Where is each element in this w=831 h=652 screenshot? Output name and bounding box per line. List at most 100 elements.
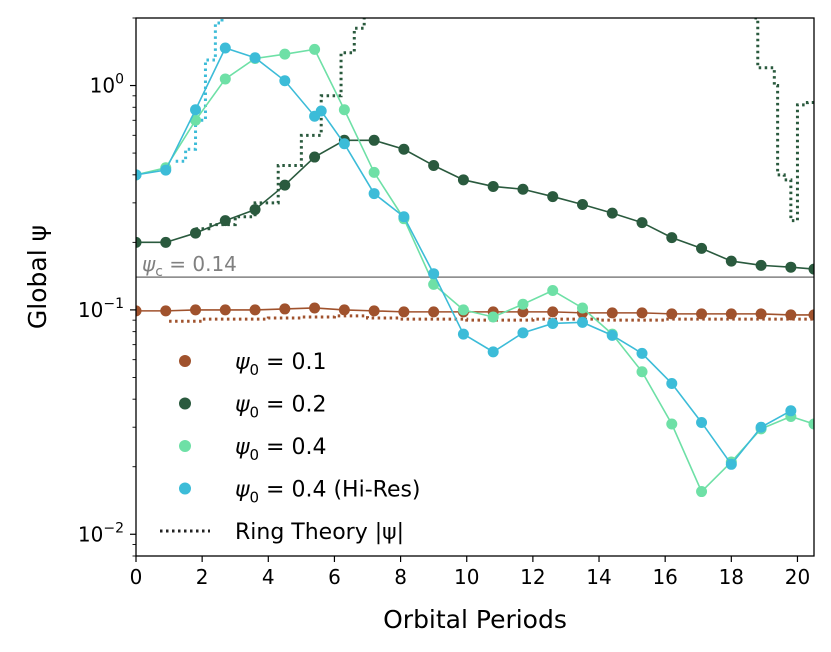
series-1-point	[219, 215, 231, 227]
series-3-point	[398, 211, 410, 223]
series-2-point	[279, 48, 291, 60]
series-0-point	[725, 308, 737, 320]
series-1-point	[309, 151, 321, 163]
axis-layer: 0 2 4 6 8 10 12 14 16 18 20 100 10−1 10−2	[78, 17, 810, 589]
series-2-point	[309, 43, 321, 55]
series-1-point	[136, 236, 142, 248]
series-3-point	[279, 75, 291, 87]
series-3-point	[160, 164, 172, 176]
series-3-point	[696, 416, 708, 428]
series-3-point	[219, 42, 231, 54]
series-3-point	[457, 328, 469, 340]
series-1-point	[755, 259, 767, 271]
series-1-point	[428, 160, 440, 172]
series-1-point	[487, 180, 499, 192]
series-1-point	[576, 198, 588, 210]
series-0-point	[136, 305, 142, 317]
series-0-point	[338, 304, 350, 316]
series-1-point	[606, 207, 618, 219]
series-1-point	[190, 227, 202, 239]
series-3-point	[606, 329, 618, 341]
series-0-point	[696, 308, 708, 320]
series-3-point	[576, 316, 588, 328]
series-0-point	[808, 309, 814, 321]
x-tick-label: 10	[454, 565, 479, 589]
series-3-point	[315, 105, 327, 117]
legend-label-1: ψ0 = 0.2	[235, 393, 326, 422]
series-1-point	[457, 174, 469, 186]
series-0-point	[636, 307, 648, 319]
legend-marker-2	[179, 440, 191, 452]
series-2-point	[338, 104, 350, 116]
series-1-point	[725, 255, 737, 267]
legend: ψ0 = 0.1 ψ0 = 0.2 ψ0 = 0.4 ψ0 = 0.4 (Hi-Res…	[160, 350, 421, 545]
series-3-point	[428, 268, 440, 280]
legend-label-2: ψ0 = 0.4	[235, 435, 326, 464]
series-3-point	[666, 377, 678, 389]
series-3-point	[547, 317, 559, 329]
series-0-point	[190, 304, 202, 316]
series-2-point	[696, 486, 708, 498]
series-1-point	[160, 236, 172, 248]
series-2-point	[428, 278, 440, 290]
series-3-point	[725, 458, 737, 470]
series-2-point	[487, 311, 499, 323]
series-1-point	[666, 232, 678, 244]
series-0-point	[755, 308, 767, 320]
series-0-point	[219, 304, 231, 316]
series-3-point	[636, 347, 648, 359]
x-tick-label: 20	[785, 565, 810, 589]
ring-theory-curve-3	[175, 18, 224, 163]
legend-marker-1	[179, 397, 191, 410]
series-2-point	[547, 285, 559, 297]
series-2-point	[457, 304, 469, 316]
series-2-point	[368, 166, 380, 178]
series-1-point	[279, 179, 291, 191]
series-line-2	[136, 48, 814, 493]
series-2-point	[808, 418, 814, 430]
series-0-point	[368, 305, 380, 317]
legend-marker-3	[179, 482, 191, 495]
series-2-point	[666, 418, 678, 430]
series-3-point	[190, 104, 202, 116]
series-3-point	[338, 138, 350, 150]
x-tick-label: 8	[394, 565, 407, 589]
series-1-point	[368, 134, 380, 146]
x-tick-label: 14	[586, 565, 611, 589]
y-tick-label: 10−1	[78, 296, 124, 322]
series-3-point	[517, 327, 529, 339]
legend-label-3: ψ0 = 0.4 (Hi-Res)	[235, 478, 421, 507]
ring-theory-curve-0	[169, 314, 814, 323]
ring-theory-curve-1	[195, 18, 368, 231]
series-3-point	[136, 169, 142, 181]
x-tick-label: 6	[328, 565, 341, 589]
legend-label-0: ψ0 = 0.1	[235, 350, 326, 379]
series-1-point	[785, 261, 797, 273]
y-tick-label: 100	[90, 72, 124, 98]
series-1-point	[696, 242, 708, 254]
series-0-point	[785, 309, 797, 321]
series-1-point	[517, 183, 529, 195]
x-axis-label: Orbital Periods	[383, 605, 567, 634]
series-1-point	[636, 217, 648, 229]
series-0-point	[160, 305, 172, 317]
data-layer	[136, 18, 814, 498]
series-0-point	[428, 306, 440, 318]
series-1-point	[547, 191, 559, 203]
series-0-point	[517, 306, 529, 318]
series-1-point	[398, 143, 410, 155]
series-2-point	[190, 114, 202, 126]
series-3-point	[785, 405, 797, 417]
series-0-point	[309, 302, 321, 314]
x-tick-label: 18	[719, 565, 744, 589]
series-3-point	[487, 346, 499, 358]
y-tick-label: 10−2	[78, 520, 124, 546]
series-0-point	[606, 307, 618, 319]
legend-label-ring-theory: Ring Theory |ψ|	[235, 520, 404, 545]
y-axis-label: Global ψ	[23, 225, 52, 329]
series-2-point	[517, 298, 529, 310]
x-tick-label: 0	[130, 565, 143, 589]
x-tick-label: 4	[262, 565, 275, 589]
series-1-point	[249, 204, 261, 216]
